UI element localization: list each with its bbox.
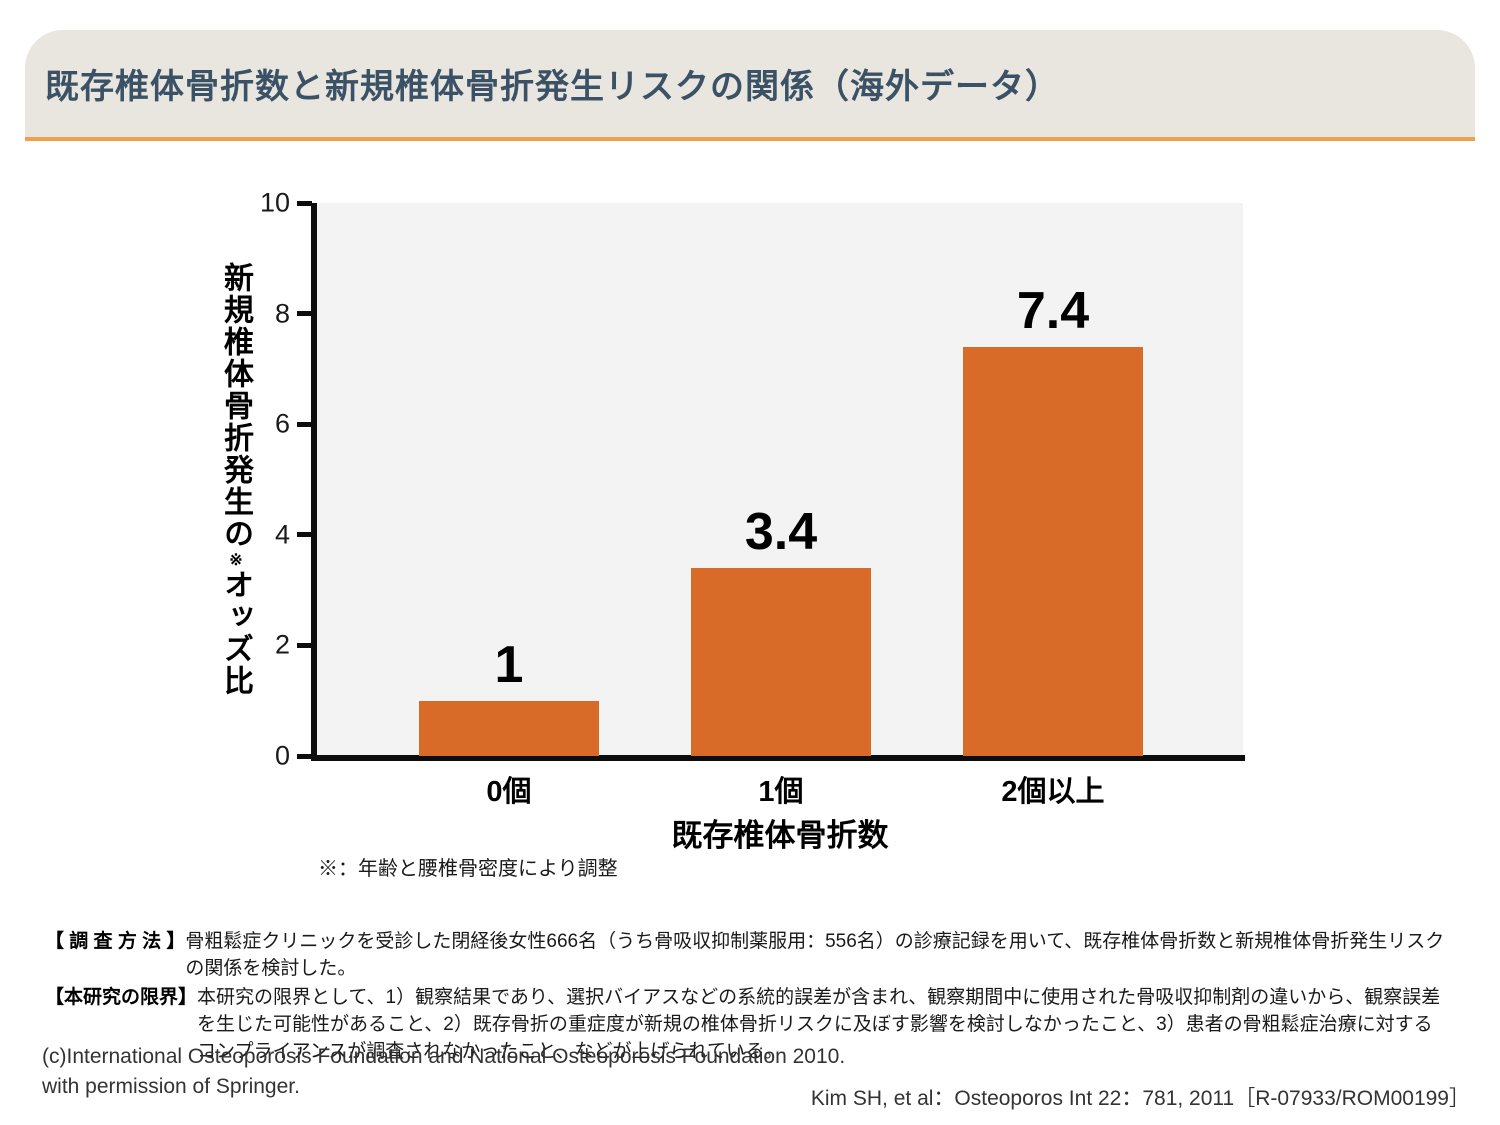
- limitation-text: 本研究の限界として、1）観察結果であり、選択バイアスなどの系統的誤差が含まれ、観…: [197, 987, 1441, 1062]
- x-tick-label: 0個: [486, 776, 532, 808]
- chart-footnote: ※：年齢と腰椎骨密度により調整: [318, 858, 618, 880]
- y-tick-mark: [297, 311, 312, 317]
- bar-value-label: 7.4: [1016, 281, 1090, 340]
- y-tick-mark: [297, 532, 312, 538]
- y-tick-label: 2: [274, 629, 290, 660]
- y-tick-mark: [297, 421, 312, 427]
- bar: [419, 700, 599, 756]
- y-tick-label: 10: [259, 187, 290, 218]
- method-label: 【 調 査 方 法 】: [45, 931, 186, 952]
- y-axis-line: [311, 203, 317, 761]
- y-axis-title-main: 新規椎体骨折発生の: [219, 262, 252, 550]
- bar: [691, 567, 871, 756]
- limitation-label: 【本研究の限界】: [45, 987, 198, 1008]
- note-row-limitation: 【本研究の限界】 本研究の限界として、1）観察結果であり、選択バイアスなどの系統…: [45, 984, 1450, 1065]
- x-tick-label: 2個以上: [1001, 776, 1105, 808]
- bar: [963, 346, 1143, 756]
- y-axis-title-rest: オッズ比: [219, 569, 252, 697]
- header-band: 既存椎体骨折数と新規椎体骨折発生リスクの関係（海外データ）: [25, 30, 1475, 141]
- copyright-line-2: with permission of Springer.: [42, 1075, 300, 1098]
- note-row-method: 【 調 査 方 法 】 骨粗鬆症クリニックを受診した閉経後女性666名（うち骨吸…: [45, 928, 1450, 982]
- copyright-text: (c)International Osteoporosis Foundation…: [42, 1042, 845, 1102]
- y-tick-mark: [297, 200, 312, 206]
- copyright-line-1: (c)International Osteoporosis Foundation…: [42, 1045, 846, 1068]
- notes-block: 【 調 査 方 法 】 骨粗鬆症クリニックを受診した閉経後女性666名（うち骨吸…: [45, 928, 1450, 1067]
- y-axis-title-footnote-mark: ※: [226, 550, 244, 569]
- x-axis-line: [311, 755, 1245, 761]
- y-tick-mark: [297, 642, 312, 648]
- y-tick-label: 4: [274, 519, 290, 550]
- y-tick-mark: [297, 753, 312, 759]
- x-axis-title: 既存椎体骨折数: [671, 818, 889, 853]
- y-axis-title: 新規椎体骨折発生の ※ オッズ比: [205, 203, 265, 756]
- method-text: 骨粗鬆症クリニックを受診した閉経後女性666名（うち骨吸収抑制薬服用：556名）…: [185, 931, 1445, 979]
- x-tick-label: 1個: [758, 776, 804, 808]
- y-tick-label: 8: [274, 298, 290, 329]
- y-tick-label: 6: [274, 408, 290, 439]
- y-tick-label: 0: [274, 740, 290, 771]
- citation-text: Kim SH, et al：Osteoporos Int 22：781, 201…: [810, 1087, 1470, 1110]
- bar-value-label: 1: [494, 635, 524, 694]
- page-title: 既存椎体骨折数と新規椎体骨折発生リスクの関係（海外データ）: [45, 68, 1060, 106]
- bar-value-label: 3.4: [744, 502, 818, 561]
